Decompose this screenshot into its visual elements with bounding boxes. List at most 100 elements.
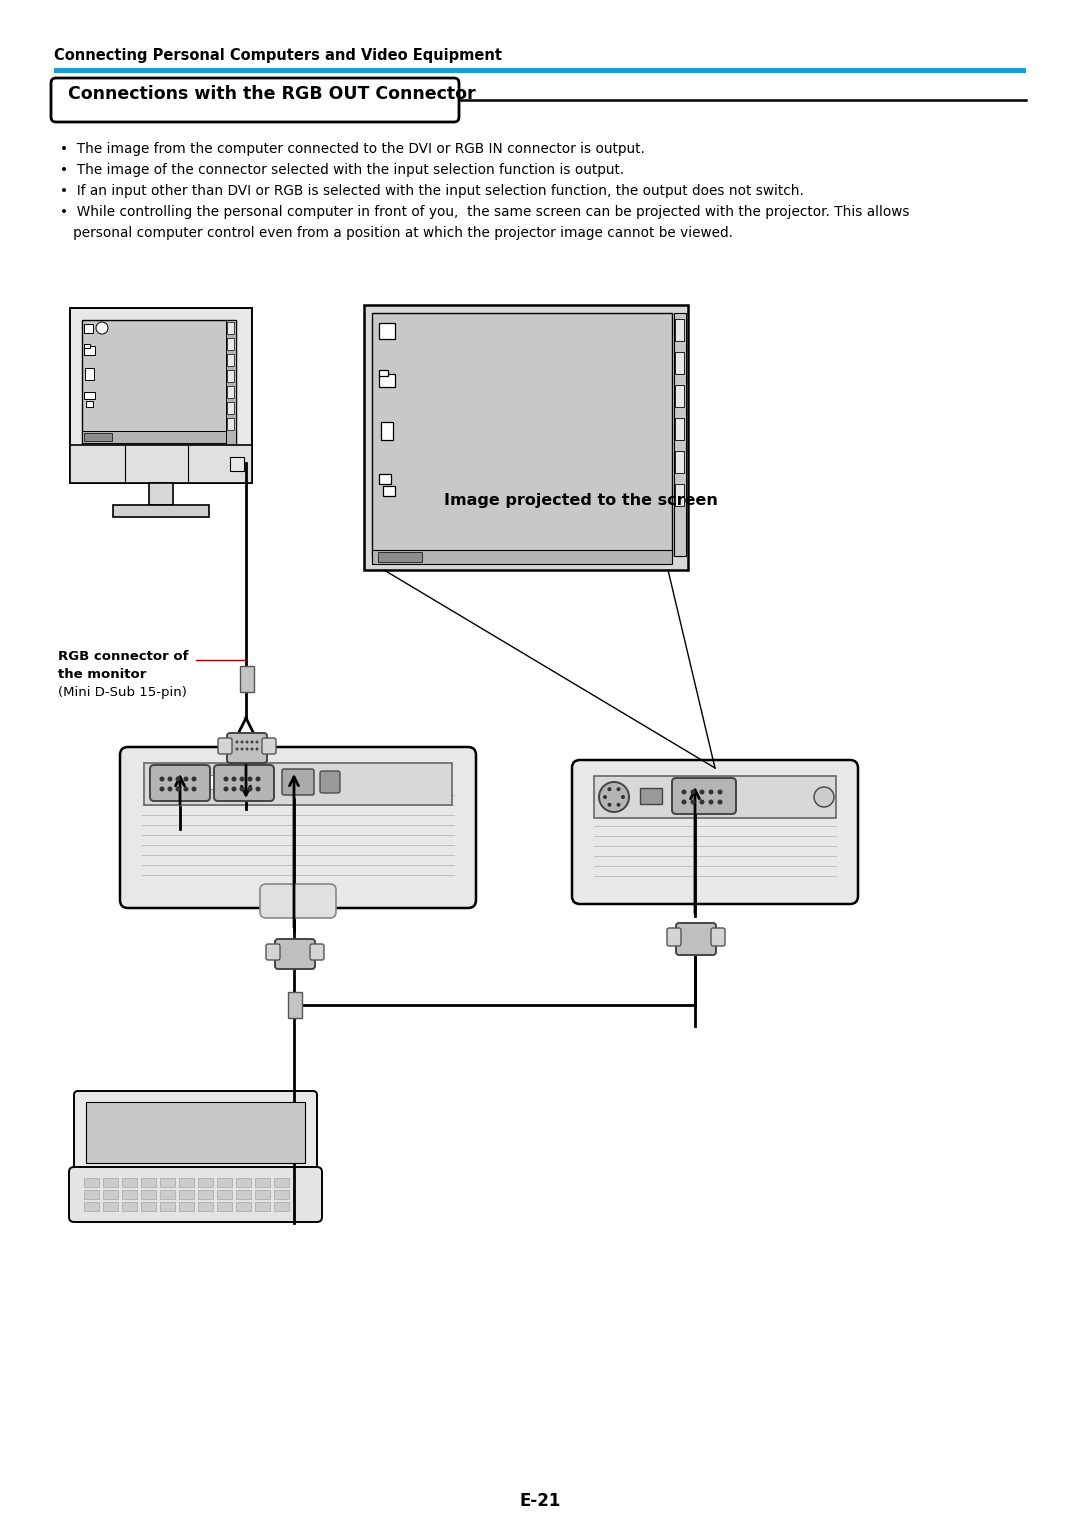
Circle shape <box>617 803 621 807</box>
Bar <box>54 69 1026 73</box>
Circle shape <box>235 740 239 743</box>
Bar <box>227 337 234 349</box>
Bar <box>84 1178 99 1187</box>
Bar <box>208 775 214 789</box>
Circle shape <box>167 777 173 781</box>
FancyBboxPatch shape <box>667 928 681 946</box>
Bar <box>372 313 672 555</box>
Bar <box>227 401 234 414</box>
Bar <box>230 456 244 472</box>
Bar <box>288 992 302 1018</box>
Bar <box>675 319 684 340</box>
Bar <box>674 313 686 555</box>
Bar <box>70 308 252 484</box>
Bar <box>85 368 94 380</box>
Bar <box>227 354 234 366</box>
FancyBboxPatch shape <box>227 732 267 763</box>
Bar <box>82 430 226 443</box>
Circle shape <box>184 777 189 781</box>
Bar <box>675 484 684 507</box>
Bar <box>82 320 237 446</box>
FancyBboxPatch shape <box>120 748 476 908</box>
Bar <box>675 452 684 473</box>
Bar <box>179 1202 194 1212</box>
Bar <box>372 549 672 565</box>
Bar <box>84 343 90 348</box>
FancyBboxPatch shape <box>260 884 336 919</box>
Bar <box>122 1202 137 1212</box>
Circle shape <box>241 740 243 743</box>
Text: Image projected to the screen: Image projected to the screen <box>444 493 718 508</box>
Circle shape <box>240 786 244 792</box>
Bar <box>237 1178 251 1187</box>
Bar <box>217 1178 232 1187</box>
Circle shape <box>175 786 180 792</box>
FancyBboxPatch shape <box>282 769 314 795</box>
Circle shape <box>690 800 696 804</box>
Bar <box>86 1102 305 1163</box>
Circle shape <box>235 748 239 751</box>
Bar <box>103 1178 118 1187</box>
Bar <box>379 369 388 375</box>
FancyBboxPatch shape <box>69 1167 322 1222</box>
Bar <box>141 1202 156 1212</box>
Bar <box>84 433 112 441</box>
FancyBboxPatch shape <box>310 945 324 960</box>
Bar <box>198 1190 213 1199</box>
Circle shape <box>607 787 611 790</box>
Bar <box>227 386 234 398</box>
Bar <box>594 777 836 818</box>
Circle shape <box>717 789 723 795</box>
Bar <box>141 1178 156 1187</box>
Circle shape <box>224 777 229 781</box>
Bar <box>675 385 684 407</box>
Circle shape <box>681 800 687 804</box>
Bar <box>227 322 234 334</box>
Bar <box>237 1190 251 1199</box>
Text: the monitor: the monitor <box>58 668 147 681</box>
Bar <box>122 1178 137 1187</box>
Circle shape <box>245 687 249 690</box>
Circle shape <box>717 800 723 804</box>
Bar <box>364 305 688 571</box>
Circle shape <box>708 800 714 804</box>
Bar <box>84 1190 99 1199</box>
Circle shape <box>681 789 687 795</box>
Bar <box>274 1202 289 1212</box>
Circle shape <box>251 748 254 751</box>
Circle shape <box>708 789 714 795</box>
Bar <box>255 1202 270 1212</box>
Bar <box>640 787 662 804</box>
Circle shape <box>256 777 260 781</box>
Bar <box>675 418 684 439</box>
Circle shape <box>247 777 253 781</box>
Bar <box>84 392 95 398</box>
FancyBboxPatch shape <box>75 1091 318 1173</box>
Circle shape <box>160 777 164 781</box>
Circle shape <box>603 795 607 800</box>
Circle shape <box>607 803 611 807</box>
Circle shape <box>617 787 621 790</box>
Circle shape <box>224 786 229 792</box>
Polygon shape <box>379 523 395 543</box>
Text: •  The image of the connector selected with the input selection function is outp: • The image of the connector selected wi… <box>60 163 624 177</box>
Bar <box>84 324 93 333</box>
FancyBboxPatch shape <box>51 78 459 122</box>
Circle shape <box>191 777 197 781</box>
Bar <box>160 1202 175 1212</box>
Bar <box>274 1178 289 1187</box>
Circle shape <box>690 789 696 795</box>
Bar <box>217 1202 232 1212</box>
Bar <box>70 446 252 484</box>
FancyBboxPatch shape <box>266 945 280 960</box>
FancyBboxPatch shape <box>218 739 232 754</box>
Bar <box>179 1178 194 1187</box>
Bar <box>141 1190 156 1199</box>
Circle shape <box>96 322 108 334</box>
Circle shape <box>160 786 164 792</box>
Bar <box>237 1202 251 1212</box>
Bar <box>84 346 95 356</box>
Text: E-21: E-21 <box>519 1492 561 1511</box>
Bar <box>227 418 234 430</box>
FancyBboxPatch shape <box>572 760 858 903</box>
